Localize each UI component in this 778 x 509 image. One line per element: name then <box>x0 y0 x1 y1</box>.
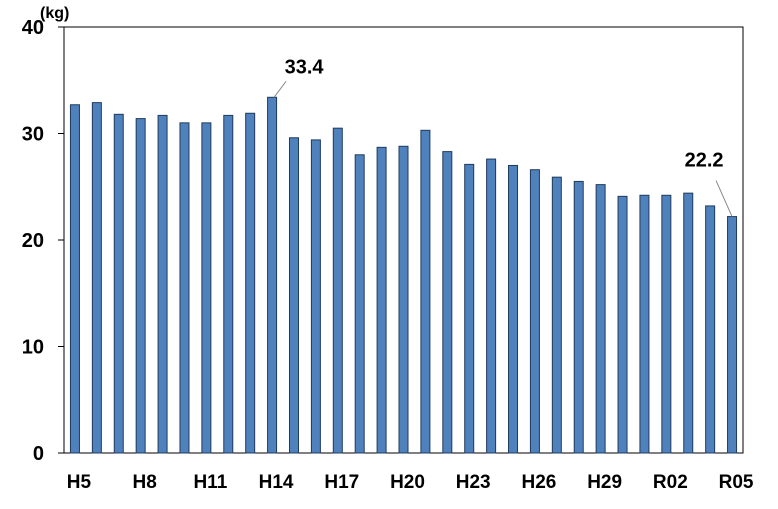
x-tick-label: R02 <box>653 472 688 493</box>
bar <box>113 113 124 454</box>
bar <box>486 158 497 454</box>
bar <box>464 163 475 454</box>
x-tick-label: H8 <box>133 472 157 493</box>
x-tick-label: H23 <box>456 472 491 493</box>
bar <box>573 180 584 454</box>
bar <box>69 104 80 454</box>
x-tick-label: H14 <box>259 472 294 493</box>
bar <box>267 96 278 454</box>
bar <box>727 216 738 454</box>
bar <box>201 122 212 454</box>
y-tick-label: 40 <box>22 17 44 39</box>
bar <box>595 184 606 454</box>
bar <box>157 114 168 454</box>
x-tick-label: R05 <box>719 472 754 493</box>
bar <box>683 192 694 454</box>
bar <box>639 194 650 454</box>
bar <box>223 114 234 454</box>
bar <box>135 118 146 454</box>
bar <box>529 169 540 454</box>
bar <box>332 127 343 454</box>
leader-line <box>715 180 733 217</box>
bar <box>376 146 387 454</box>
bar <box>179 122 190 454</box>
bar <box>442 151 453 454</box>
y-tick-label: 30 <box>22 124 44 146</box>
bar <box>245 112 256 454</box>
bar <box>354 154 365 454</box>
x-tick-label: H11 <box>193 472 227 493</box>
bar <box>617 195 628 454</box>
x-tick-label: H5 <box>67 472 92 493</box>
bar <box>661 194 672 454</box>
bar <box>551 176 562 454</box>
y-unit: (kg) <box>40 5 69 22</box>
x-tick-label: H26 <box>521 472 556 493</box>
bar <box>420 129 431 454</box>
y-tick-label: 0 <box>33 443 44 465</box>
leader-line <box>273 80 287 98</box>
bar <box>288 137 299 454</box>
x-tick-label: H17 <box>324 472 359 493</box>
data-label: 22.2 <box>685 150 724 172</box>
y-tick-label: 20 <box>22 230 44 252</box>
bar <box>398 145 409 454</box>
bar <box>705 205 716 454</box>
bar <box>310 139 321 454</box>
bar <box>91 102 102 454</box>
y-tick-label: 10 <box>22 337 44 359</box>
x-tick-label: H29 <box>587 472 622 493</box>
data-label: 33.4 <box>285 56 325 78</box>
bar <box>508 164 519 454</box>
x-tick-label: H20 <box>390 472 425 493</box>
